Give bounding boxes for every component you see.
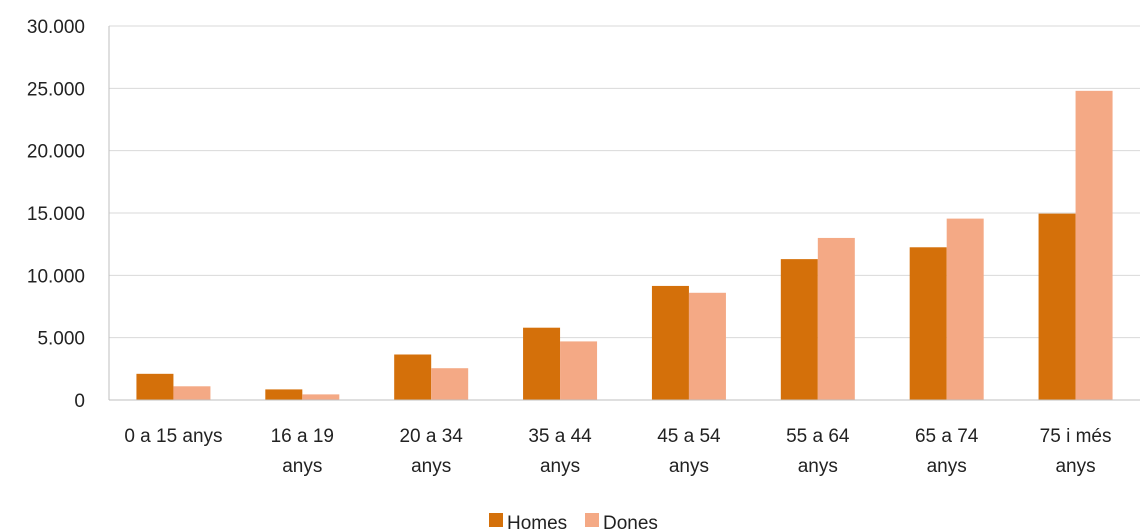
x-category-label: 55 a 64	[786, 426, 850, 447]
bar-dones	[688, 292, 726, 400]
legend-label: Homes	[507, 513, 567, 531]
x-category-label: 75 i més	[1040, 426, 1112, 447]
bar-dones	[946, 218, 984, 400]
x-category-label: anys	[927, 456, 967, 477]
y-tick-label: 30.000	[27, 17, 85, 38]
bar-homes	[909, 247, 947, 400]
legend-swatch-dones	[585, 513, 599, 527]
gridlines	[109, 25, 1140, 339]
x-category-label: anys	[798, 456, 838, 477]
y-tick-label: 15.000	[27, 204, 85, 225]
x-category-label: 45 a 54	[657, 426, 721, 447]
y-tick-label: 0	[74, 391, 85, 412]
x-category-label: anys	[282, 456, 322, 477]
bar-dones	[560, 341, 598, 400]
bar-homes	[651, 285, 689, 400]
bars	[136, 90, 1113, 401]
x-category-label: 0 a 15 anys	[124, 426, 222, 447]
x-axis-labels: 0 a 15 anys 16 a 19 anys 20 a 34 anys 35 a 44…	[124, 426, 1111, 477]
y-tick-label: 10.000	[27, 266, 85, 287]
y-tick-label: 20.000	[27, 142, 85, 163]
bar-dones	[817, 237, 855, 400]
bar-dones	[1075, 90, 1113, 401]
x-category-label: 35 a 44	[528, 426, 592, 447]
bar-homes	[394, 354, 432, 400]
x-category-label: 20 a 34	[399, 426, 463, 447]
bar-homes	[780, 259, 818, 400]
bar-homes	[265, 389, 303, 400]
legend-swatch-homes	[489, 513, 503, 527]
bar-homes	[136, 373, 174, 400]
bar-homes	[523, 327, 561, 400]
bar-dones	[302, 394, 340, 400]
legend: Homes Dones	[489, 513, 658, 531]
y-axis-ticks: 0 5.000 10.000 15.000 20.000 25.000 30.000	[27, 17, 85, 412]
legend-label: Dones	[603, 513, 658, 531]
x-category-label: 16 a 19	[271, 426, 334, 447]
y-tick-label: 5.000	[37, 329, 85, 350]
bar-dones	[173, 386, 211, 400]
x-category-label: anys	[1055, 456, 1095, 477]
x-category-label: anys	[669, 456, 709, 477]
x-category-label: anys	[540, 456, 580, 477]
bar-homes	[1038, 213, 1076, 400]
bar-dones	[431, 368, 469, 400]
x-category-label: anys	[411, 456, 451, 477]
x-category-label: 65 a 74	[915, 426, 979, 447]
y-tick-label: 25.000	[27, 79, 85, 100]
